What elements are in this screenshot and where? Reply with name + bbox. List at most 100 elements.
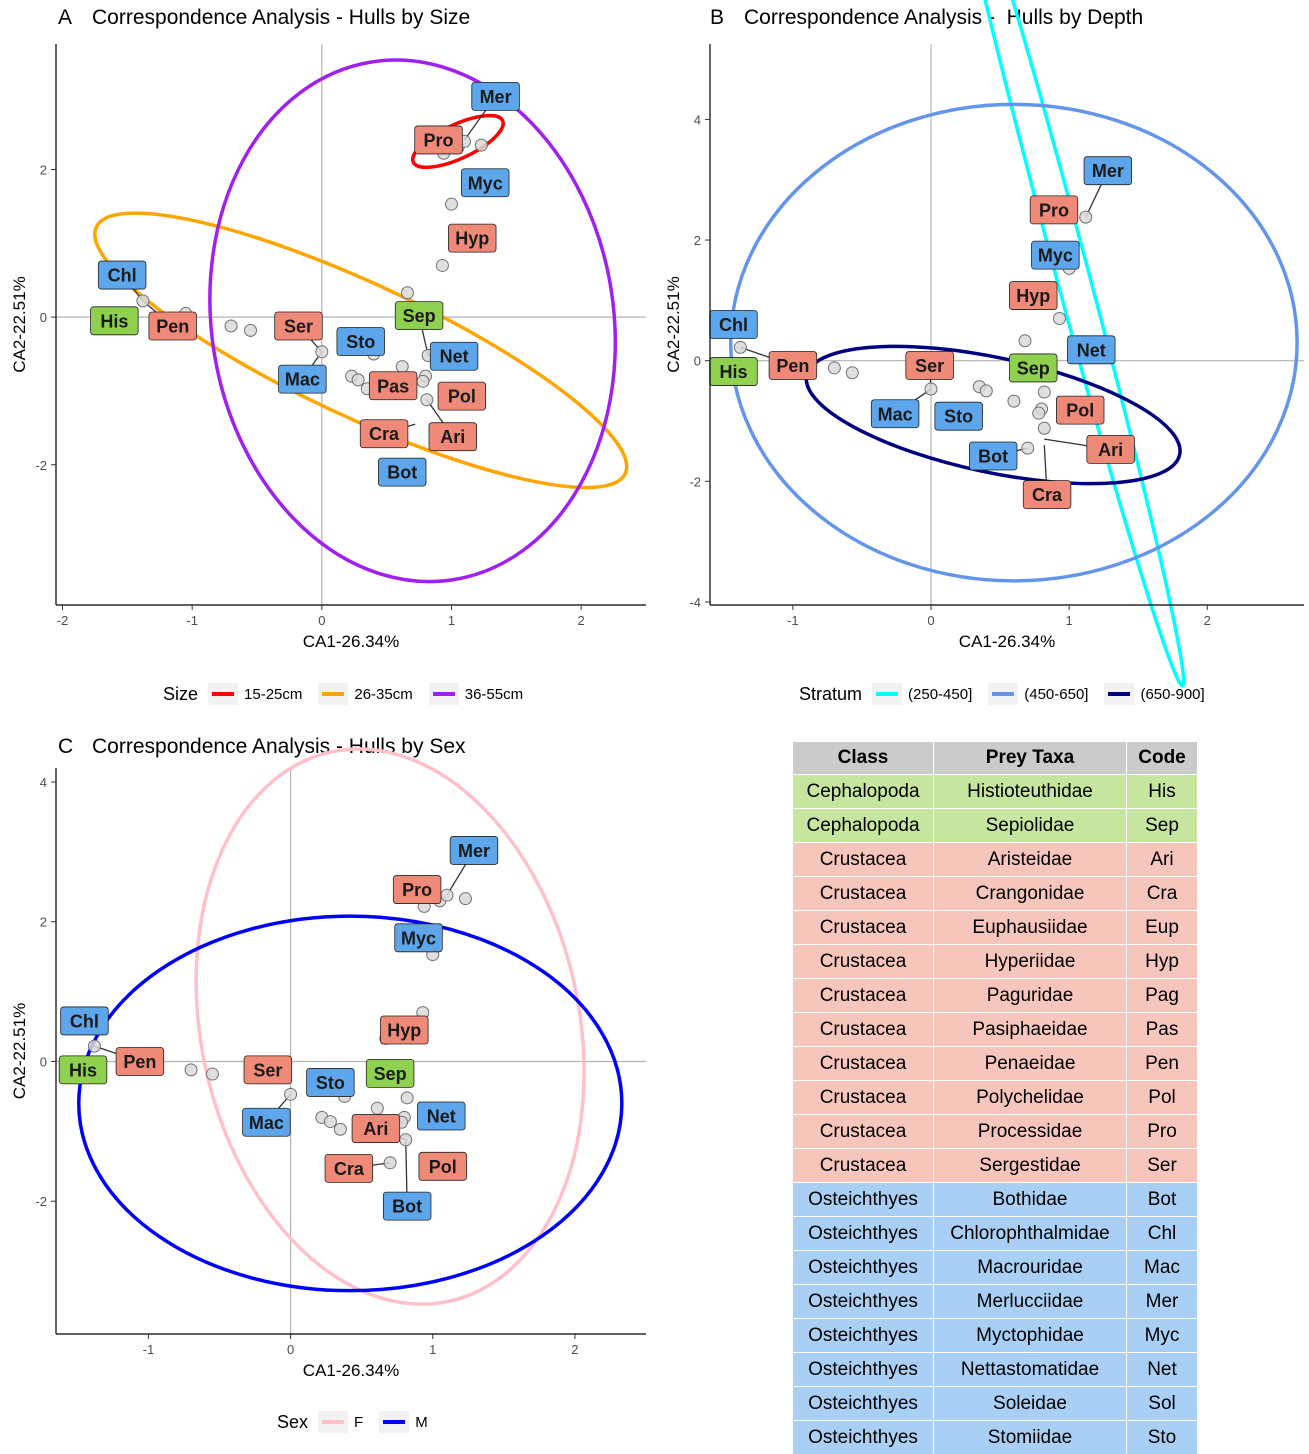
x-tick-label: -1 <box>143 1342 155 1357</box>
table-cell: Chlorophthalmidae <box>934 1217 1127 1251</box>
x-tick-label: -2 <box>57 613 69 628</box>
data-point <box>417 375 429 387</box>
table-cell: Crustacea <box>793 1115 934 1149</box>
taxon-label-Ser: Ser <box>284 316 313 336</box>
x-tick-label: 2 <box>571 1342 578 1357</box>
taxon-label-Ari: Ari <box>363 1119 388 1139</box>
table-cell: Merlucciidae <box>934 1285 1127 1319</box>
table-cell: Osteichthyes <box>793 1421 934 1454</box>
y-tick-label: -2 <box>689 474 701 489</box>
taxon-label-Pro: Pro <box>402 880 432 900</box>
hull-ellipse-(450-650] <box>731 104 1297 581</box>
taxon-label-Ari: Ari <box>1098 440 1123 460</box>
data-point <box>316 346 328 358</box>
x-tick-label: -1 <box>186 613 198 628</box>
legend-key-line <box>1108 692 1130 696</box>
y-tick-label: -2 <box>35 458 47 473</box>
legend-key <box>988 683 1018 705</box>
y-tick-label: 2 <box>694 233 701 248</box>
data-point <box>185 1064 197 1076</box>
table-cell: Euphausiidae <box>934 911 1127 945</box>
taxon-label-Chl: Chl <box>108 266 137 286</box>
taxon-label-Mac: Mac <box>285 370 320 390</box>
y-tick-label: 0 <box>40 1054 47 1069</box>
y-tick-label: -4 <box>689 595 701 610</box>
data-point <box>421 394 433 406</box>
data-point <box>400 1134 412 1146</box>
legend-key-line <box>322 692 344 696</box>
table-cell: Crustacea <box>793 979 934 1013</box>
table-cell: Osteichthyes <box>793 1183 934 1217</box>
taxon-label-Sto: Sto <box>316 1073 345 1093</box>
x-axis-label: CA1-26.34% <box>303 1361 399 1380</box>
data-point <box>88 1040 100 1052</box>
data-point <box>225 320 237 332</box>
legend-key-line <box>322 1420 344 1424</box>
legend-key-line <box>433 692 455 696</box>
table-cell: Cephalopoda <box>793 775 934 809</box>
table-cell: Sergestidae <box>934 1149 1127 1183</box>
taxon-label-Pol: Pol <box>448 387 476 407</box>
taxon-label-Net: Net <box>440 347 469 367</box>
table-cell: Crustacea <box>793 877 934 911</box>
taxon-label-Cra: Cra <box>334 1159 365 1179</box>
table-cell: Hyperiidae <box>934 945 1127 979</box>
table-cell: Penaeidae <box>934 1047 1127 1081</box>
y-tick-label: 4 <box>694 112 701 127</box>
x-tick-label: 2 <box>1204 613 1211 628</box>
data-point <box>401 1092 413 1104</box>
taxon-label-Cra: Cra <box>369 424 400 444</box>
table-cell: Crustacea <box>793 1081 934 1115</box>
legend-item-label: (450-650] <box>1024 686 1088 703</box>
table-cell: Histioteuthidae <box>934 775 1127 809</box>
table-cell: Crustacea <box>793 1013 934 1047</box>
legend-item-label: M <box>415 1414 428 1431</box>
data-point <box>1022 442 1034 454</box>
taxon-label-Ser: Ser <box>253 1060 282 1080</box>
y-tick-label: 0 <box>40 310 47 325</box>
legend-key <box>872 683 902 705</box>
y-tick-label: 2 <box>40 915 47 930</box>
table-cell: Crustacea <box>793 911 934 945</box>
legend-item-label: 15-25cm <box>244 686 302 703</box>
y-axis-label: CA2-22.51% <box>664 276 683 372</box>
table-cell: Ari <box>1127 843 1198 877</box>
hull-ellipse-(650-900] <box>795 319 1192 510</box>
y-tick-label: -2 <box>35 1194 47 1209</box>
table-cell: Macrouridae <box>934 1251 1127 1285</box>
hull-ellipse-(250-450] <box>934 0 1198 690</box>
legend-title: Size <box>163 684 198 705</box>
table-cell: Eup <box>1127 911 1198 945</box>
y-axis-label: CA2-22.51% <box>10 1003 29 1099</box>
data-point <box>1053 312 1065 324</box>
data-point <box>436 259 448 271</box>
taxon-label-Sep: Sep <box>374 1064 407 1084</box>
data-point <box>1008 395 1020 407</box>
data-point <box>925 383 937 395</box>
y-tick-label: 2 <box>40 162 47 177</box>
table-cell: Sto <box>1127 1421 1198 1454</box>
table-cell: Crustacea <box>793 1047 934 1081</box>
x-tick-label: 1 <box>429 1342 436 1357</box>
taxon-label-His: His <box>69 1060 97 1080</box>
table-cell: His <box>1127 775 1198 809</box>
y-axis-label: CA2-22.51% <box>10 276 29 372</box>
table-cell: Sep <box>1127 809 1198 843</box>
legend-item-label: (650-900] <box>1140 686 1204 703</box>
table-header-cell: Prey Taxa <box>934 742 1127 775</box>
